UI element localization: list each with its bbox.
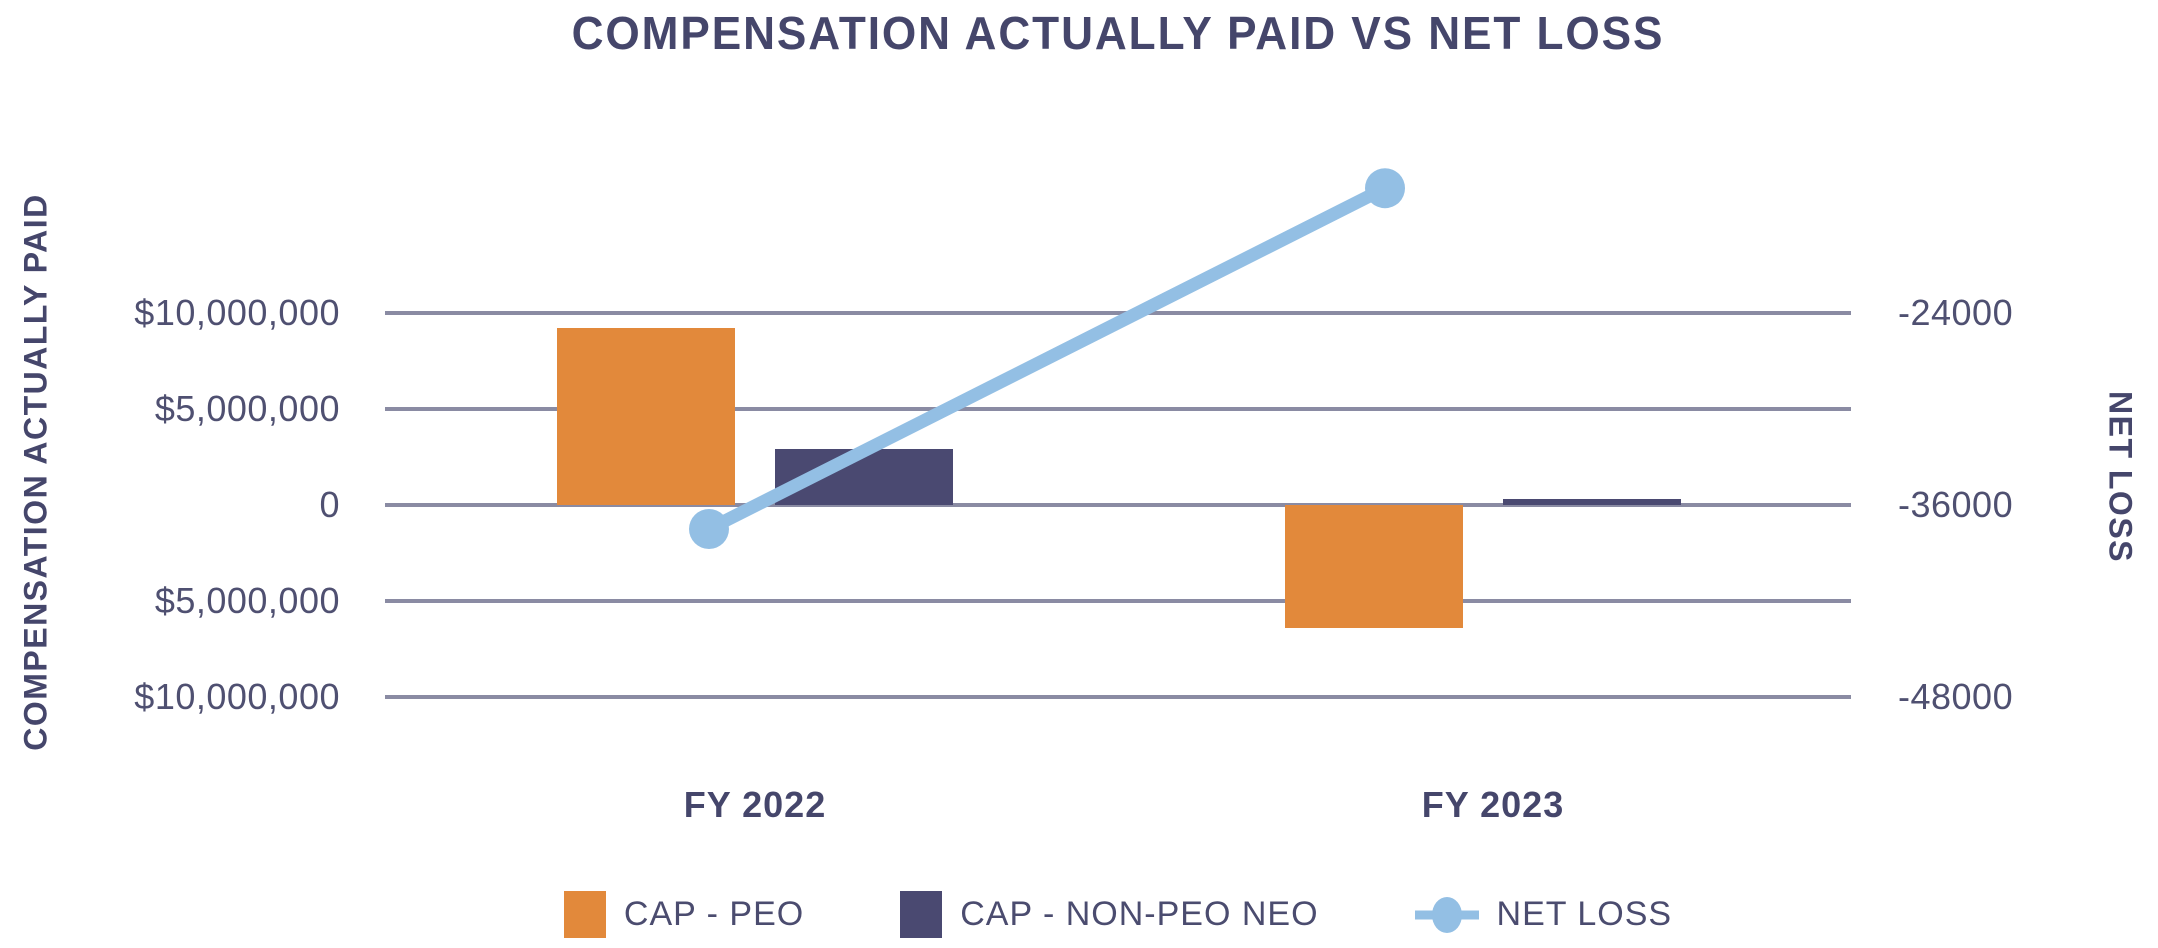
- right-axis-title: NET LOSS: [2102, 390, 2139, 564]
- bar-cap-peo-fy-2022: [557, 328, 735, 505]
- net-loss-marker-fy-2022: [689, 509, 729, 549]
- left-axis-tick-label: $10,000,000: [134, 292, 340, 333]
- x-axis-label-fy-2023: FY 2023: [1421, 784, 1565, 825]
- right-axis-tick-label: -48000: [1898, 676, 2014, 717]
- left-axis-tick-label: $10,000,000: [134, 676, 340, 717]
- bar-cap-non-peo-neo-fy-2023: [1503, 499, 1681, 505]
- legend-item-net-loss: NET LOSS: [1414, 891, 1673, 938]
- bar-cap-non-peo-neo-fy-2022: [775, 449, 953, 505]
- gridline: [385, 695, 1851, 699]
- left-axis-title: COMPENSATION ACTUALLY PAID: [17, 193, 54, 751]
- legend-item-cap-non-peo-neo: CAP - NON-PEO NEO: [900, 890, 1319, 938]
- legend-label-cap-non-peo-neo: CAP - NON-PEO NEO: [960, 894, 1319, 933]
- legend-line-marker-icon: [1414, 896, 1479, 933]
- x-axis-label-fy-2022: FY 2022: [683, 784, 827, 825]
- left-axis-tick-label: 0: [319, 484, 340, 525]
- net-loss-marker-fy-2023: [1365, 168, 1405, 209]
- left-axis-tick-label: $5,000,000: [154, 580, 340, 621]
- chart-title: COMPENSATION ACTUALLY PAID VS NET LOSS: [571, 7, 1665, 59]
- right-axis-tick-label: -24000: [1898, 292, 2014, 333]
- left-axis-tick-label: $5,000,000: [154, 388, 340, 429]
- gridline: [385, 599, 1851, 603]
- right-axis-tick-label: -36000: [1898, 484, 2014, 525]
- legend-swatch-cap-non-peo-neo: [900, 890, 943, 938]
- legend-label-cap-peo: CAP - PEO: [623, 894, 805, 933]
- bar-cap-peo-fy-2023: [1285, 505, 1463, 628]
- legend: CAP - PEO CAP - NON-PEO NEO NET LOSS: [385, 884, 1851, 944]
- gridline: [385, 311, 1851, 315]
- legend-label-net-loss: NET LOSS: [1496, 894, 1673, 933]
- legend-swatch-cap-peo: [563, 890, 606, 938]
- legend-item-cap-peo: CAP - PEO: [563, 890, 805, 938]
